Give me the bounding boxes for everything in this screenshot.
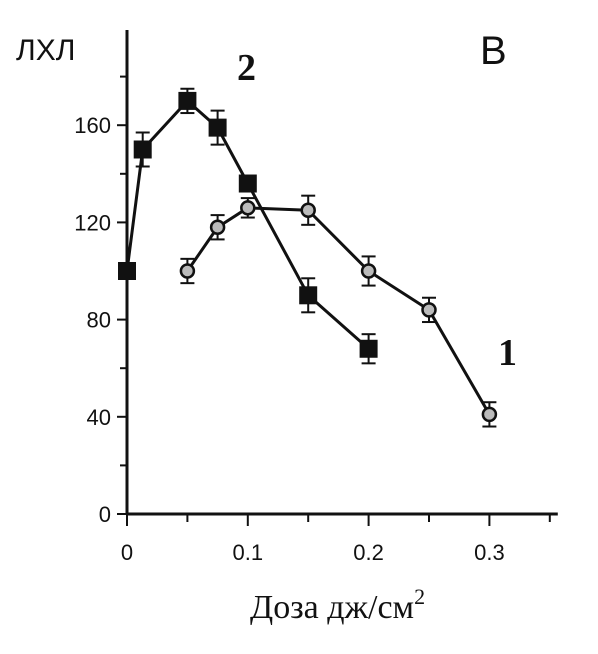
data-point	[179, 263, 196, 279]
x-tick-label: 0.2	[353, 540, 384, 565]
x-axis-label: Доза дж/см2	[250, 584, 425, 626]
ticks: 0 40 80 120 160 0 0.1 0.2 0.3	[74, 75, 551, 565]
y-tick-label: 40	[87, 405, 111, 430]
panel-label: В	[480, 29, 507, 73]
y-tick-label: 120	[74, 210, 111, 235]
y-tick-label: 80	[87, 308, 111, 333]
data-point	[299, 286, 318, 305]
data-point	[208, 118, 227, 137]
series-1-line	[186, 206, 491, 416]
data-point	[421, 302, 437, 318]
x-tick-label: 0.1	[233, 540, 264, 565]
data-point	[240, 200, 256, 216]
series-1	[179, 194, 498, 428]
series-2	[118, 87, 378, 365]
data-point	[209, 219, 226, 236]
x-axis-label-superscript: 2	[414, 584, 425, 609]
data-point	[118, 262, 136, 280]
y-tick-label: 0	[99, 502, 111, 527]
x-axis-label-text: Доза дж/см	[250, 589, 414, 626]
data-point	[238, 174, 257, 193]
y-tick-label: 160	[74, 113, 111, 138]
series-label-2: 2	[237, 47, 256, 89]
data-point	[178, 91, 197, 110]
series-2-line	[125, 99, 370, 350]
data-point	[300, 202, 316, 218]
data-point	[359, 339, 378, 358]
data-point	[133, 140, 152, 159]
series-layer	[118, 87, 498, 428]
data-point	[360, 263, 377, 279]
x-tick-label: 0.3	[474, 540, 505, 565]
data-point	[481, 406, 498, 423]
y-axis-label: ЛХЛ	[16, 34, 75, 67]
series-label-1: 1	[498, 332, 517, 374]
x-tick-label: 0	[121, 540, 133, 565]
